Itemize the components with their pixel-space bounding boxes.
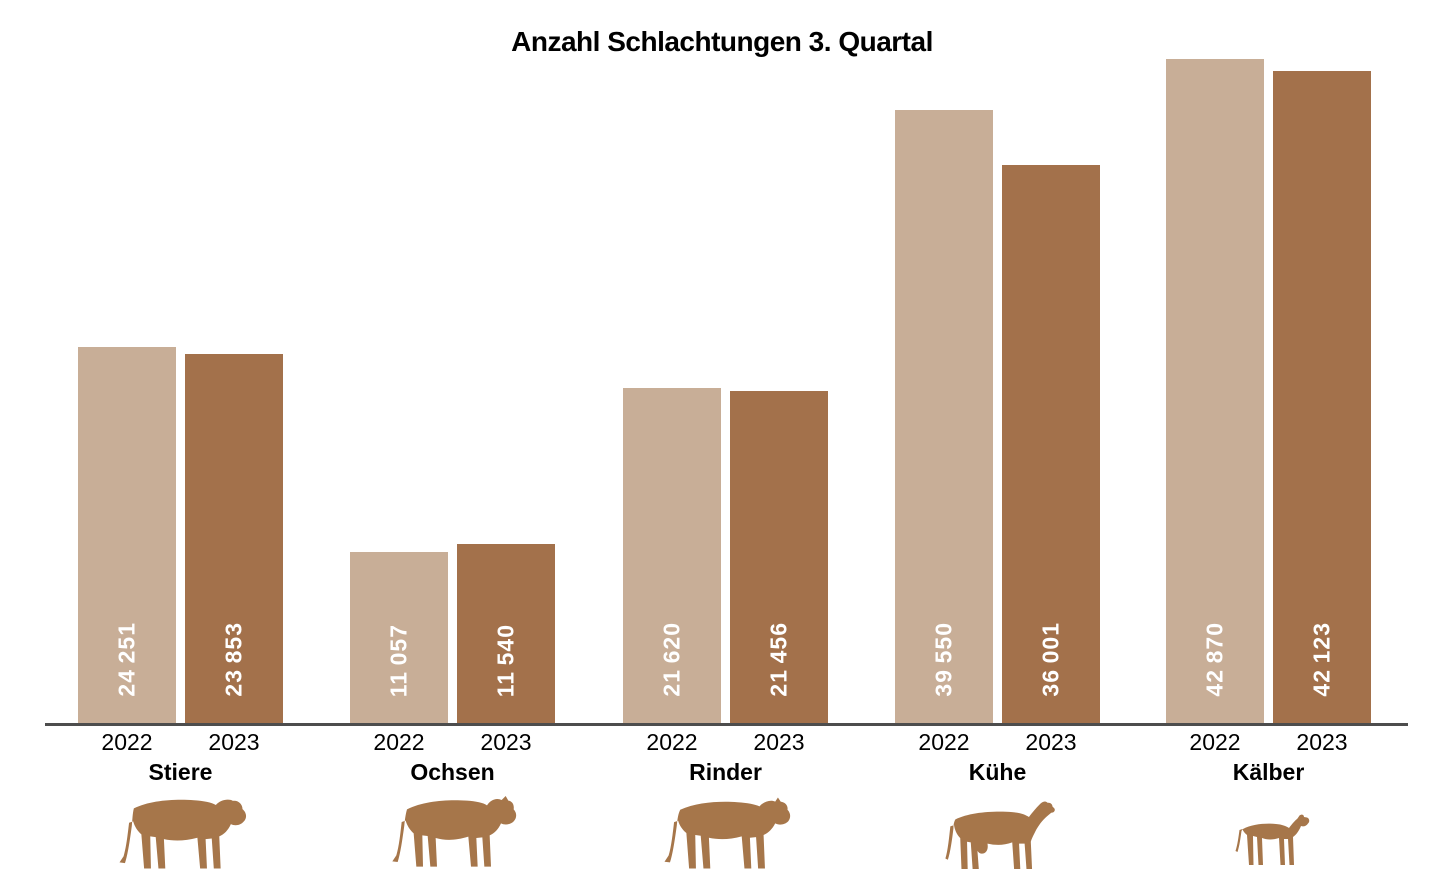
bar-value-label-2023-ochsen: 11 540 bbox=[492, 623, 519, 697]
year-label-2023-kaelber: 2023 bbox=[1296, 729, 1348, 755]
x-axis-line bbox=[45, 723, 1408, 726]
bar-2023-stiere: 23 853 bbox=[185, 354, 283, 723]
calf-icon bbox=[1221, 806, 1316, 870]
year-label-2022-kuehe: 2022 bbox=[918, 729, 970, 755]
ox-icon bbox=[378, 792, 528, 872]
cow-icon bbox=[933, 792, 1063, 874]
category-label-stiere: Stiere bbox=[148, 759, 213, 785]
bar-value-label-2022-kuehe: 39 550 bbox=[930, 622, 957, 697]
heifer-icon bbox=[651, 792, 801, 874]
bar-value-label-2023-stiere: 23 853 bbox=[220, 622, 247, 697]
bar-value-label-2023-kuehe: 36 001 bbox=[1037, 622, 1064, 697]
chart-title: Anzahl Schlachtungen 3. Quartal bbox=[511, 26, 933, 57]
bar-value-label-2022-rinder: 21 620 bbox=[658, 622, 685, 697]
year-label-2022-kaelber: 2022 bbox=[1189, 729, 1241, 755]
category-label-kaelber: Kälber bbox=[1232, 759, 1305, 785]
bar-2022-kuehe: 39 550 bbox=[895, 110, 993, 723]
year-label-2023-kuehe: 2023 bbox=[1025, 729, 1077, 755]
category-label-rinder: Rinder bbox=[689, 759, 762, 785]
bar-2023-kuehe: 36 001 bbox=[1002, 165, 1100, 723]
bull-icon bbox=[106, 792, 256, 874]
category-label-kuehe: Kühe bbox=[968, 759, 1027, 785]
bar-2022-rinder: 21 620 bbox=[623, 388, 721, 723]
year-label-2022-rinder: 2022 bbox=[646, 729, 698, 755]
year-label-2023-stiere: 2023 bbox=[208, 729, 260, 755]
bar-2023-rinder: 21 456 bbox=[730, 391, 828, 723]
bar-value-label-2022-stiere: 24 251 bbox=[113, 622, 140, 697]
bar-2022-stiere: 24 251 bbox=[78, 347, 176, 723]
bar-value-label-2023-rinder: 21 456 bbox=[765, 622, 792, 697]
bar-2023-ochsen: 11 540 bbox=[457, 544, 555, 723]
bar-2022-ochsen: 11 057 bbox=[350, 552, 448, 723]
year-label-2022-ochsen: 2022 bbox=[373, 729, 425, 755]
bar-value-label-2023-kaelber: 42 123 bbox=[1308, 622, 1335, 697]
bar-2022-kaelber: 42 870 bbox=[1166, 59, 1264, 723]
bar-value-label-2022-kaelber: 42 870 bbox=[1201, 622, 1228, 697]
year-label-2023-rinder: 2023 bbox=[753, 729, 805, 755]
bar-2023-kaelber: 42 123 bbox=[1273, 71, 1371, 723]
category-label-ochsen: Ochsen bbox=[410, 759, 495, 785]
year-label-2022-stiere: 2022 bbox=[101, 729, 153, 755]
bar-value-label-2022-ochsen: 11 057 bbox=[385, 623, 412, 697]
year-label-2023-ochsen: 2023 bbox=[480, 729, 532, 755]
